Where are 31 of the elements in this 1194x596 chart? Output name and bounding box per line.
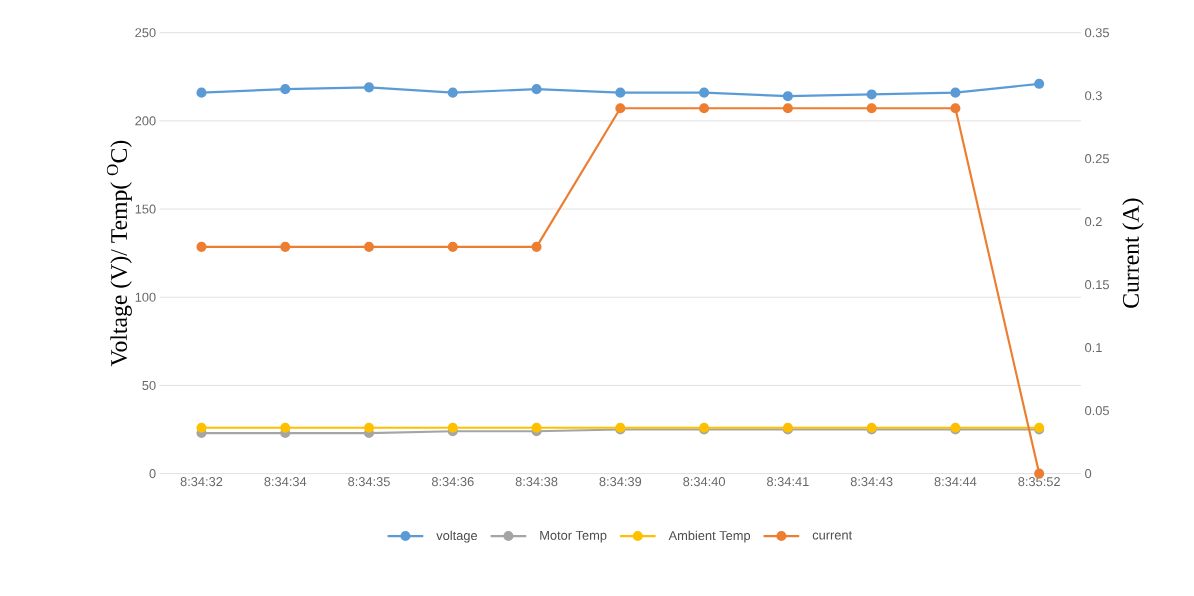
y-tick-label: 150 [135, 204, 156, 214]
legend-label: Ambient Temp [668, 530, 751, 543]
legend-label: voltage [436, 530, 478, 543]
y2-tick-label: 0.2 [1085, 216, 1102, 226]
y2-tick-label: 0.25 [1085, 153, 1109, 163]
legend-label: Motor Temp [540, 530, 607, 543]
y-tick-label: 50 [142, 380, 156, 390]
y2-tick-label: 0.15 [1085, 279, 1109, 289]
y2-tick-label: 0 [1085, 468, 1092, 478]
x-tick-label: 8:34:34 [264, 476, 307, 486]
x-tick-label: 8:35:52 [1018, 476, 1060, 486]
y2-tick-label: 0.35 [1085, 27, 1109, 37]
legend-label: current [812, 530, 853, 540]
x-tick-label: 8:34:44 [934, 476, 977, 486]
y-axis-title: Voltage (V)/ Temp( $^{O}$C) [106, 140, 132, 367]
y-tick-label: 100 [135, 292, 156, 302]
x-tick-label: 8:34:41 [767, 476, 809, 486]
x-tick-label: 8:34:43 [850, 476, 893, 486]
x-tick-label: 8:34:32 [180, 476, 223, 486]
x-tick-label: 8:34:39 [599, 476, 642, 486]
x-tick-label: 8:34:35 [348, 476, 390, 486]
y2-tick-label: 0.1 [1085, 342, 1102, 352]
y2-tick-label: 0.05 [1085, 405, 1109, 415]
x-tick-label: 8:34:40 [683, 476, 726, 486]
y-tick-label: 200 [135, 116, 156, 126]
x-tick-label: 8:34:38 [515, 476, 558, 486]
y2-tick-label: 0.3 [1085, 90, 1102, 100]
x-tick-label: 8:34:36 [431, 476, 474, 486]
y-tick-label: 250 [135, 27, 156, 37]
y2-axis-title: Current (A) [1122, 198, 1144, 308]
y-tick-label: 0 [149, 468, 156, 478]
